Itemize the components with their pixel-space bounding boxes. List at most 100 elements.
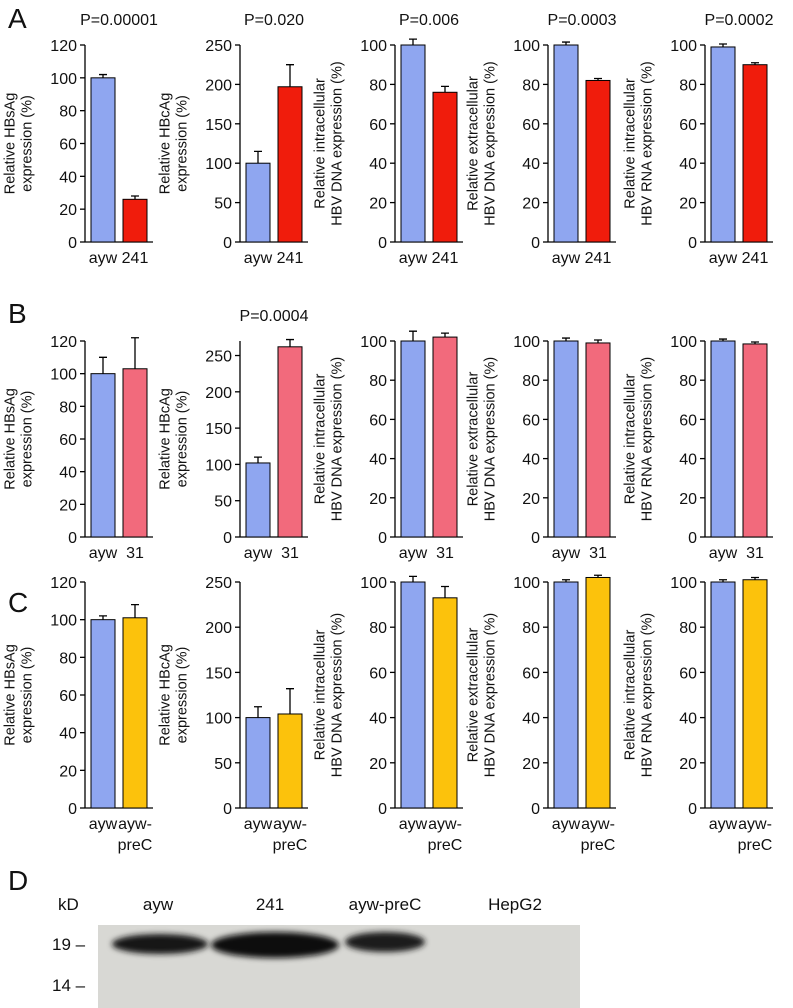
y-tick-label: 40 [369,156,387,173]
bar [90,77,116,243]
error-bar [131,337,139,369]
x-tick-label: ayw [89,545,118,562]
bar [122,617,148,809]
y-tick-label: 100 [205,156,232,173]
error-bar [254,456,262,463]
y-tick-label: 20 [369,756,387,773]
y-tick-label: 20 [369,196,387,213]
y-tick-label: 20 [522,196,540,213]
bar [277,86,303,243]
p-value: P=0.020 [244,12,304,29]
bar [710,340,736,538]
y-axis-label: Relative intracellularHBV DNA expression… [313,613,346,777]
y-tick-label: 20 [59,202,77,219]
error-bar [99,615,107,620]
y-tick-label: 40 [59,169,77,186]
y-tick-label: 0 [688,530,697,547]
y-tick-label: 40 [679,452,697,469]
blot-band [345,932,425,952]
y-tick-label: 0 [531,801,540,818]
x-tick-label: 241 [432,250,459,267]
lane-label: HepG2 [488,895,542,914]
x-tick-label: ayw [399,816,428,833]
y-tick-label: 60 [369,412,387,429]
x-tick-label: 31 [589,545,607,562]
x-tick-label: ayw [552,816,581,833]
x-tick-label: ayw [244,250,273,267]
blot-band [112,934,208,954]
bar [245,462,271,538]
y-tick-label: 0 [68,530,77,547]
p-value: P=0.0004 [240,308,309,325]
y-tick-label: 0 [688,801,697,818]
y-axis-label: Relative HBsAgexpression (%) [3,388,36,490]
y-axis-label: Relative extracellularHBV DNA expression… [466,61,499,225]
x-tick-label: 31 [746,545,764,562]
x-tick-label: ayw [709,545,738,562]
lane-label: 241 [256,895,284,914]
y-tick-label: 40 [369,452,387,469]
bar [553,44,579,243]
p-value: P=0.0002 [705,12,774,29]
error-bar [409,575,417,582]
y-tick-label: 100 [50,71,77,88]
y-tick-label: 0 [378,235,387,252]
x-tick-label: ayw [244,545,273,562]
size-marker: 19 – [52,935,86,954]
x-tick-label: 241 [277,250,304,267]
lane-label: ayw-preC [349,895,422,914]
bar [742,579,768,809]
bar [245,162,271,243]
bar [585,79,611,243]
panel-label: B [8,298,27,329]
y-tick-label: 80 [59,650,77,667]
y-tick-label: 250 [205,349,232,366]
error-bar [254,150,262,164]
y-tick-label: 100 [513,575,540,592]
y-tick-label: 80 [59,399,77,416]
y-tick-label: 100 [513,334,540,351]
y-tick-label: 40 [59,726,77,743]
y-axis-label: Relative intracellularHBV RNA expression… [623,357,656,521]
panel-label: D [8,865,28,896]
bar [122,198,148,243]
bar [90,373,116,538]
y-tick-label: 100 [205,457,232,474]
y-tick-label: 100 [50,613,77,630]
y-tick-label: 120 [50,575,77,592]
x-tick-label: ayw [709,250,738,267]
y-axis-label: Relative intracellularHBV RNA expression… [623,61,656,225]
y-tick-label: 80 [522,373,540,390]
y-tick-label: 150 [205,421,232,438]
error-bar [286,688,294,714]
bar [585,576,611,809]
y-tick-label: 80 [522,77,540,94]
y-tick-label: 60 [59,137,77,154]
y-tick-label: 20 [679,196,697,213]
y-tick-label: 40 [679,711,697,728]
y-tick-label: 50 [214,756,232,773]
error-bar [441,585,449,598]
y-tick-label: 80 [679,620,697,637]
y-tick-label: 40 [522,156,540,173]
y-tick-label: 80 [369,620,387,637]
x-tick-label: ayw-preC [428,816,463,854]
y-tick-label: 0 [688,235,697,252]
y-tick-label: 50 [214,196,232,213]
y-tick-label: 20 [679,756,697,773]
y-tick-label: 60 [59,688,77,705]
p-value: P=0.0003 [548,12,617,29]
y-tick-label: 0 [531,530,540,547]
y-tick-label: 80 [59,104,77,121]
y-tick-label: 60 [59,432,77,449]
blot-unit: kD [58,895,79,914]
y-tick-label: 120 [50,334,77,351]
error-bar [131,603,139,618]
bar [432,597,458,809]
x-tick-label: 31 [281,545,299,562]
y-tick-label: 120 [50,38,77,55]
y-tick-label: 20 [522,756,540,773]
y-tick-label: 60 [369,117,387,134]
y-tick-label: 60 [522,412,540,429]
y-tick-label: 250 [205,575,232,592]
